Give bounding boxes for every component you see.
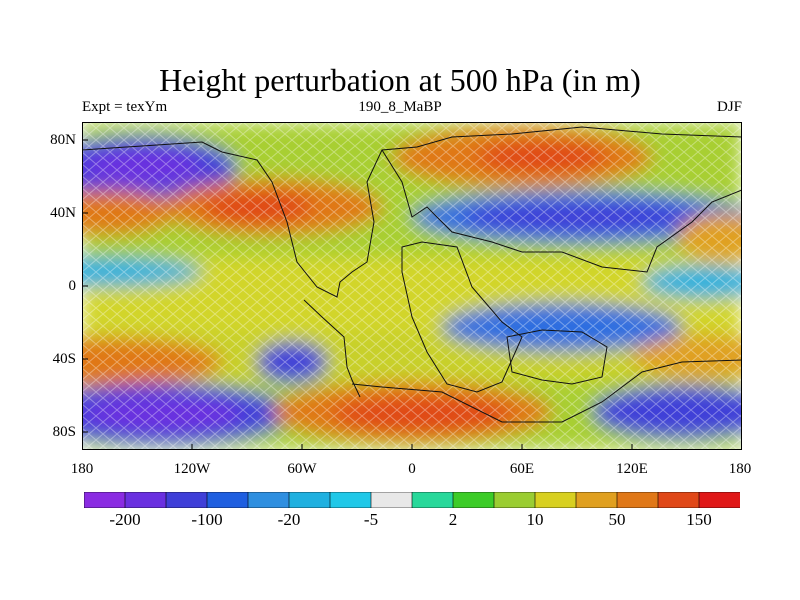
colorbar-box-5 (288, 492, 331, 508)
colorbar-box-12 (575, 492, 618, 508)
colorbar-tick-label: -200 (109, 510, 141, 529)
coastline-antarctica (351, 359, 742, 423)
colorbar-tick-label: 10 (526, 510, 544, 529)
colorbar-box-6 (329, 492, 372, 508)
lat-label-80n: 80N (50, 132, 76, 148)
coastline-north-america (82, 126, 742, 298)
colorbar-box-10 (493, 492, 536, 508)
colorbar-box-0 (84, 492, 126, 508)
colorbar-box-11 (534, 492, 577, 508)
lon-label-0: 0 (408, 461, 416, 477)
colorbar-tick-label: -100 (191, 510, 223, 529)
colorbar (84, 492, 740, 508)
lon-label-120e: 120E (616, 461, 648, 477)
lat-label-40n: 40N (50, 205, 76, 221)
coastlines (82, 126, 742, 423)
colorbar-box-14 (657, 492, 700, 508)
colorbar-box-15 (698, 492, 740, 508)
axis-ticks (82, 139, 633, 450)
colorbar-tick-label: 150 (686, 510, 712, 529)
coastline-south-america (303, 299, 361, 398)
hatch-overlay (82, 122, 742, 450)
coastline-eurasia (381, 149, 742, 273)
lon-label-120w: 120W (173, 461, 211, 477)
season-label: DJF (716, 99, 742, 115)
colorbar-box-1 (124, 492, 167, 508)
lon-label-60w: 60W (287, 461, 317, 477)
experiment-label: Expt = texYm (82, 99, 168, 115)
lat-label-40s: 40S (52, 351, 76, 367)
lon-label-60e: 60E (509, 461, 535, 477)
lat-label-0: 0 (68, 278, 77, 294)
colorbar-box-2 (165, 492, 208, 508)
colorbar-tick-label: -20 (277, 510, 301, 529)
colorbar-box-9 (452, 492, 495, 508)
colorbar-box-4 (247, 492, 290, 508)
colorbar-tick-label: 50 (608, 510, 626, 529)
coastline-africa (401, 241, 523, 393)
height-perturbation-map (82, 122, 742, 450)
colorbar-tick-label: 2 (448, 510, 458, 529)
coastline-australia (506, 329, 608, 385)
colorbar-box-13 (616, 492, 659, 508)
colorbar-box-7 (370, 492, 413, 508)
map-title: Height perturbation at 500 hPa (in m) (159, 62, 641, 98)
colorbar-tick-label: -5 (363, 510, 379, 529)
lon-label-180w: 180 (70, 461, 94, 477)
lat-label-80s: 80S (52, 424, 76, 440)
lon-label-180e: 180 (728, 461, 752, 477)
colorbar-box-8 (411, 492, 454, 508)
colorbar-box-3 (206, 492, 249, 508)
run-label: 190_8_MaBP (358, 99, 442, 115)
